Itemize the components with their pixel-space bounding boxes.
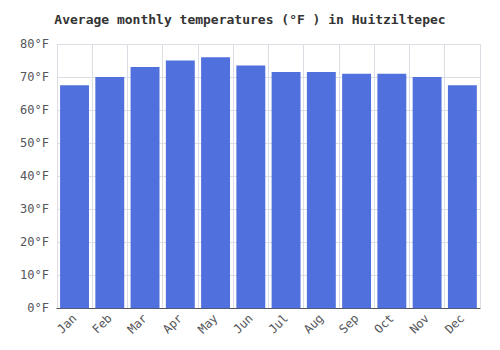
svg-text:20°F: 20°F: [20, 235, 49, 249]
svg-text:Apr: Apr: [160, 311, 185, 336]
svg-text:Aug: Aug: [301, 311, 326, 336]
svg-text:Jul: Jul: [266, 311, 291, 336]
svg-text:10°F: 10°F: [20, 268, 49, 282]
svg-text:Nov: Nov: [407, 311, 432, 336]
svg-text:Jun: Jun: [231, 311, 256, 336]
svg-text:Oct: Oct: [372, 311, 397, 336]
svg-text:Dec: Dec: [442, 311, 467, 336]
svg-text:Average monthly temperatures (: Average monthly temperatures (°F ) in Hu…: [54, 12, 445, 27]
svg-text:80°F: 80°F: [20, 37, 49, 51]
svg-text:0°F: 0°F: [27, 301, 49, 315]
svg-text:Mar: Mar: [125, 311, 150, 336]
svg-text:60°F: 60°F: [20, 103, 49, 117]
svg-text:30°F: 30°F: [20, 202, 49, 216]
svg-text:70°F: 70°F: [20, 70, 49, 84]
svg-text:50°F: 50°F: [20, 136, 49, 150]
svg-text:Jan: Jan: [54, 311, 79, 336]
svg-text:40°F: 40°F: [20, 169, 49, 183]
svg-text:Feb: Feb: [90, 311, 115, 336]
svg-text:May: May: [195, 311, 220, 336]
svg-text:Sep: Sep: [336, 311, 361, 336]
